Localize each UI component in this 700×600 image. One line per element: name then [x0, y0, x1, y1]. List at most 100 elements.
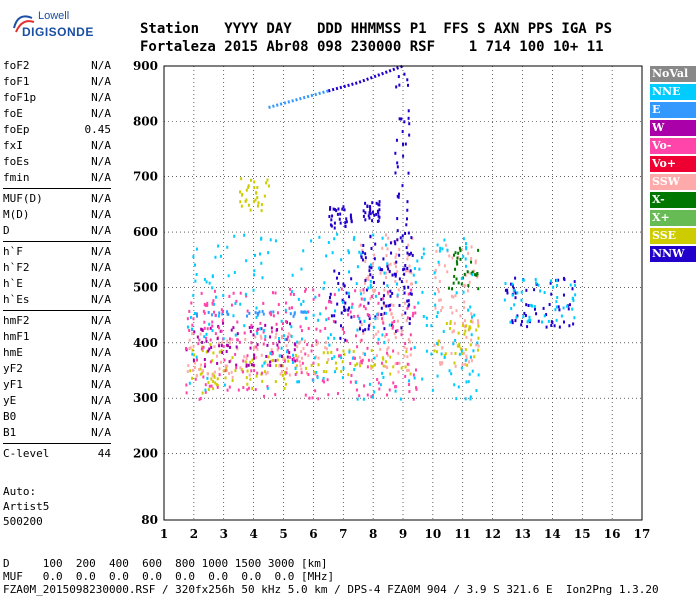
echo-point: [543, 314, 546, 318]
legend-item: Vo-: [650, 138, 696, 154]
echo-point: [216, 384, 219, 388]
echo-point: [330, 314, 333, 318]
echo-point: [386, 347, 389, 351]
echo-point: [300, 329, 303, 333]
echo-point: [195, 272, 198, 276]
echo-point: [506, 291, 509, 295]
echo-point: [206, 303, 209, 307]
echo-point: [307, 373, 310, 377]
echo-point: [458, 344, 461, 348]
polarization-legend: NoVal NNE E W Vo- Vo+ SSW X- X+ SSE NNW: [650, 66, 696, 264]
echo-point: [462, 290, 465, 294]
echo-point: [450, 294, 453, 298]
echo-point: [343, 330, 346, 334]
echo-point: [200, 363, 203, 367]
echo-point: [214, 381, 217, 385]
echo-point: [307, 326, 310, 330]
echo-point: [438, 249, 441, 253]
echo-point: [391, 326, 394, 330]
echo-point: [362, 304, 365, 308]
echo-point: [439, 362, 442, 366]
legend-item: SSE: [650, 228, 696, 244]
param-separator: [3, 241, 111, 242]
echo-point: [435, 315, 438, 319]
echo-point: [348, 348, 351, 352]
echo-point: [511, 284, 514, 288]
echo-point: [389, 241, 392, 245]
echo-point: [263, 370, 266, 374]
echo-point: [390, 323, 393, 327]
echo-point: [372, 325, 375, 329]
echo-point: [386, 262, 389, 266]
echo-point: [255, 315, 258, 319]
echo-point: [418, 267, 421, 271]
param-value: N/A: [91, 330, 111, 343]
echo-point: [235, 299, 238, 303]
echo-point: [343, 208, 346, 212]
echo-point: [213, 302, 216, 306]
echo-point: [438, 280, 441, 284]
echo-point: [295, 364, 298, 368]
echo-point: [246, 354, 249, 358]
echo-point: [388, 303, 391, 307]
echo-point: [252, 347, 255, 351]
echo-point: [377, 381, 380, 385]
echo-point: [398, 303, 401, 307]
echo-point: [404, 342, 407, 346]
param-value: 44: [97, 447, 111, 460]
legend-item: NNW: [650, 246, 696, 262]
param-row: h`F N/A: [3, 244, 111, 260]
echo-point: [470, 245, 473, 249]
echo-point: [198, 368, 201, 372]
echo-point: [296, 380, 299, 384]
echo-point: [270, 313, 273, 317]
echo-point: [205, 336, 208, 340]
echo-point: [382, 357, 385, 361]
echo-point: [408, 264, 411, 268]
echo-point: [390, 303, 393, 307]
echo-point: [395, 260, 398, 264]
echo-point: [337, 207, 340, 211]
echo-point: [545, 313, 548, 317]
echo-point: [573, 280, 576, 284]
echo-point: [344, 221, 347, 225]
echo-point: [332, 319, 335, 323]
echo-point: [251, 325, 254, 329]
echo-point: [385, 304, 388, 308]
echo-point: [277, 303, 280, 307]
echo-point: [383, 303, 386, 307]
echo-point: [387, 236, 390, 240]
echo-point: [459, 257, 462, 261]
echo-point: [300, 367, 303, 371]
x-tick-label: 8: [369, 527, 377, 541]
echo-point: [209, 338, 212, 342]
echo-point: [195, 247, 198, 251]
echo-point: [256, 313, 259, 317]
echo-point: [324, 346, 327, 350]
echo-point: [280, 370, 283, 374]
echo-point: [293, 312, 296, 316]
echo-point: [430, 324, 433, 328]
echo-point: [537, 319, 540, 323]
echo-point: [348, 350, 351, 354]
echo-point: [446, 270, 449, 274]
echo-point: [283, 386, 286, 390]
echo-point: [391, 316, 394, 320]
echo-point: [407, 116, 410, 120]
echo-point: [477, 287, 480, 291]
echo-point: [373, 253, 376, 257]
echo-point: [400, 117, 403, 121]
echo-point: [258, 310, 261, 314]
param-name: hmF1: [3, 330, 30, 343]
echo-point: [416, 259, 419, 263]
echo-point: [465, 380, 468, 384]
echo-point: [290, 306, 293, 310]
echo-point: [387, 338, 390, 342]
echo-point: [264, 323, 267, 327]
echo-point: [340, 258, 343, 262]
echo-point: [400, 280, 403, 284]
echo-point: [395, 138, 398, 142]
echo-point: [464, 257, 467, 261]
echo-point: [377, 341, 380, 345]
echo-point: [465, 335, 468, 339]
